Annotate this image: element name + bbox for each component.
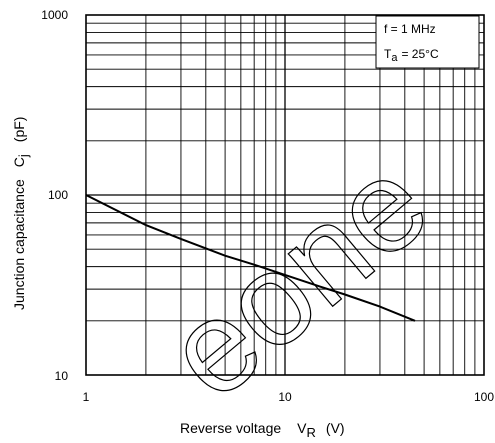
x-axis-subscript: R xyxy=(307,425,316,440)
grid xyxy=(86,15,484,375)
x-tick-label-1: 1 xyxy=(83,390,90,404)
condition-frequency: f = 1 MHz xyxy=(384,22,436,36)
conditions-box: f = 1 MHz Ta = 25°C xyxy=(375,15,480,69)
watermark: eone xyxy=(139,129,454,427)
x-axis-symbol: V xyxy=(297,420,307,436)
condition-temperature: Ta = 25°C xyxy=(384,47,439,64)
y-axis-subscript: j xyxy=(16,154,31,158)
x-axis-label-text: Reverse voltage xyxy=(180,420,281,436)
y-axis-symbol: C xyxy=(11,157,27,167)
temperature-symbol: T xyxy=(384,47,392,61)
y-axis-unit: (pF) xyxy=(11,117,27,143)
x-axis-unit: (V) xyxy=(326,420,345,436)
temperature-value: = 25°C xyxy=(401,47,438,61)
x-tick-label-100: 100 xyxy=(474,390,494,404)
x-tick-label-10: 10 xyxy=(278,390,292,404)
y-tick-label-10: 10 xyxy=(55,369,69,383)
y-tick-label-100: 100 xyxy=(48,188,68,202)
temperature-subscript: a xyxy=(391,52,398,64)
y-axis-label: Junction capacitance Cj (pF) xyxy=(11,117,31,310)
x-axis-label: Reverse voltage VR (V) xyxy=(180,420,345,440)
capacitance-curve xyxy=(85,194,416,322)
y-tick-label-1000: 1000 xyxy=(41,8,68,22)
y-axis-label-text: Junction capacitance xyxy=(11,179,27,310)
